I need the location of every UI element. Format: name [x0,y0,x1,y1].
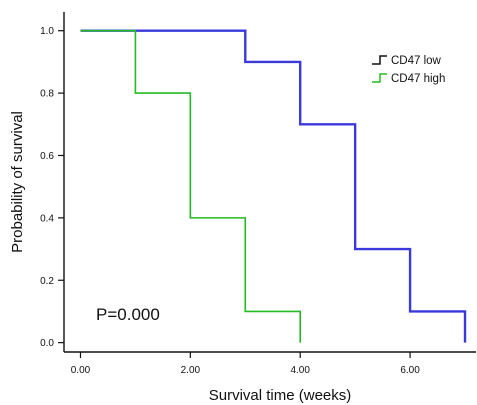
y-axis-title: Probability of survival [9,111,26,253]
legend-swatch-cd47-low [372,55,387,65]
legend: CD47 low CD47 high [372,55,445,85]
legend-item-cd47-low: CD47 low [372,55,442,67]
y-tick-label: 0.6 [40,151,54,162]
y-tick-label: 1.0 [40,26,54,37]
legend-item-cd47-high: CD47 high [372,73,445,85]
series-line-cd47-high [80,29,302,343]
legend-label-cd47-high: CD47 high [391,73,445,85]
x-tick-label: 6.00 [400,365,420,376]
legend-label-cd47-low: CD47 low [391,55,442,67]
series-line-cd47-low [80,29,467,343]
x-axis-title: Survival time (weeks) [209,387,352,404]
x-tick-label: 2.00 [181,365,201,376]
y-tick-label: 0.2 [40,276,54,287]
p-value-annotation: P=0.000 [96,305,160,324]
y-tick-label: 0.8 [40,89,54,100]
y-tick-label: 0.4 [40,213,54,224]
series-layer [80,29,467,343]
legend-swatch-cd47-high [372,73,387,83]
x-tick-label: 0.00 [71,365,91,376]
axes [63,12,476,353]
y-tick-label: 0.0 [40,338,54,349]
ticks: 0.0 0.2 0.4 0.6 0.8 1.0 0.00 2.00 4.00 6.00 [40,26,420,376]
x-tick-label: 4.00 [290,365,310,376]
